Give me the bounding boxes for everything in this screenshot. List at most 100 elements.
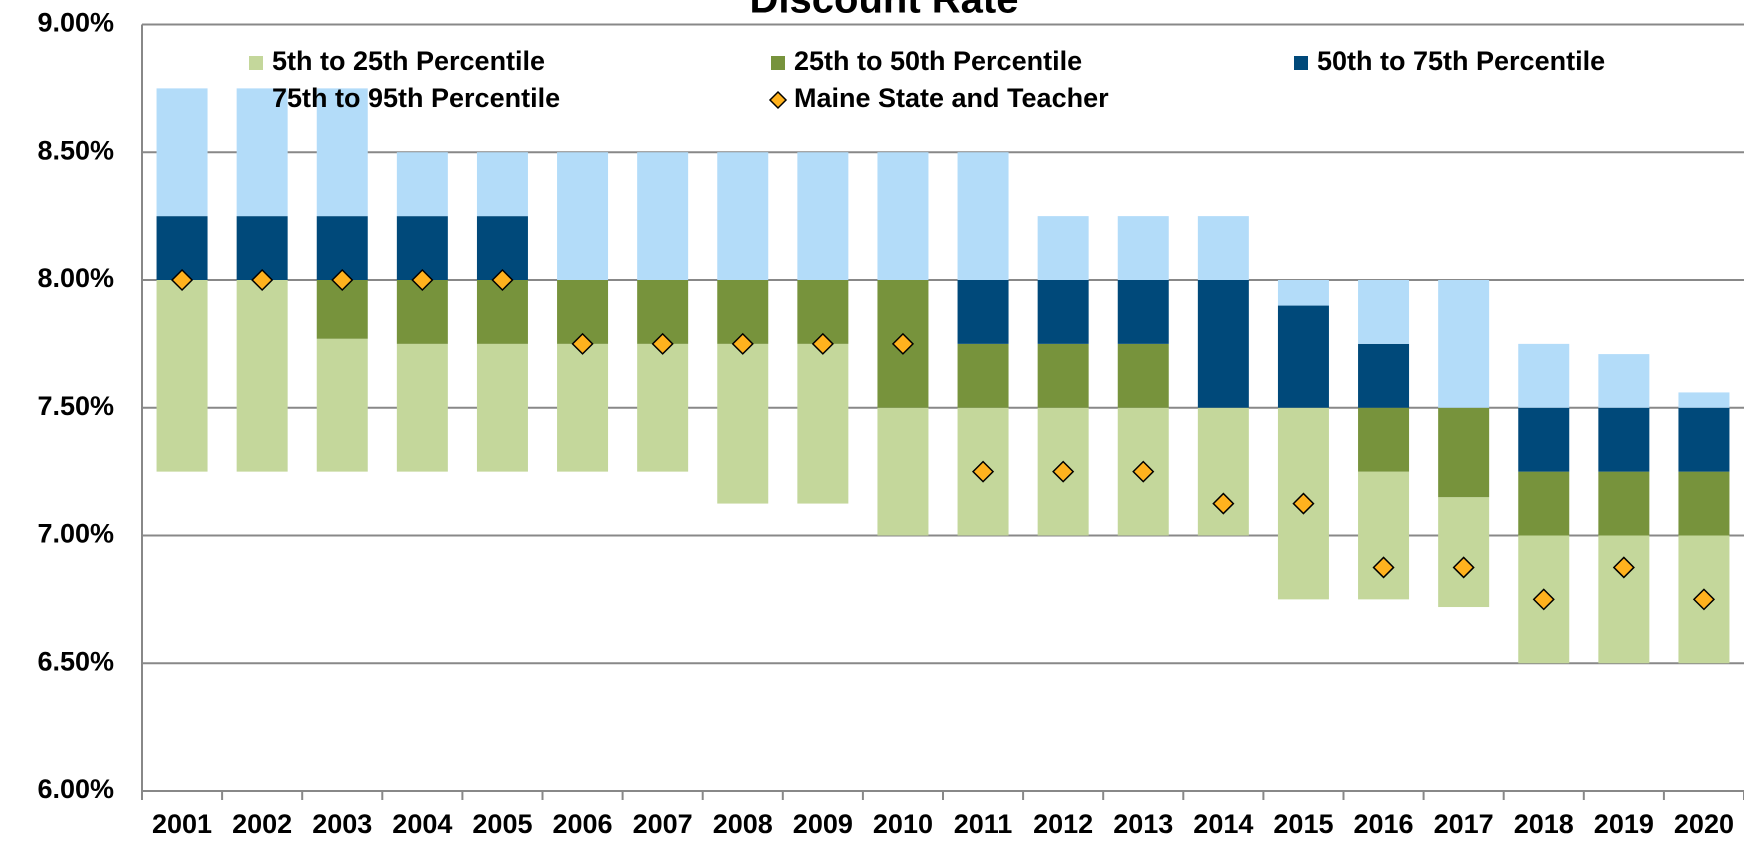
- bar-segment: [1518, 407, 1570, 472]
- bar-segment: [236, 88, 288, 217]
- bar-segment: [316, 88, 368, 217]
- bar-segment: [717, 343, 769, 504]
- marker: [411, 268, 434, 292]
- bar-segment: [877, 152, 929, 280]
- bar-segment: [396, 152, 448, 217]
- x-tick-label: 2004: [392, 809, 452, 839]
- x-tick-label: 2005: [472, 809, 532, 839]
- marker: [731, 332, 754, 355]
- marker: [491, 268, 514, 292]
- bar-segment: [717, 152, 769, 280]
- bar-segment: [316, 338, 368, 472]
- x-tick-label: 2018: [1514, 809, 1574, 839]
- bar-segment: [1438, 280, 1490, 408]
- bar-segment: [1197, 407, 1249, 536]
- x-tick-label: 2001: [152, 809, 212, 839]
- marker: [170, 268, 194, 292]
- bar-segment: [1598, 535, 1650, 664]
- bar-segment: [1438, 497, 1490, 608]
- legend-swatch: [1294, 56, 1308, 70]
- x-tick-label: 2002: [232, 809, 292, 839]
- bar-segment: [797, 152, 849, 280]
- bar-segment: [396, 343, 448, 472]
- bar-segment: [1518, 471, 1570, 536]
- x-tick-label: 2010: [873, 809, 933, 839]
- bar-segment: [156, 88, 208, 217]
- bar-segment: [1678, 407, 1730, 472]
- marker: [1452, 556, 1475, 579]
- bar-segment: [1197, 280, 1249, 408]
- bar-segment: [1117, 216, 1169, 280]
- legend-label: Maine State and Teacher: [794, 83, 1109, 113]
- x-tick-label: 2016: [1354, 809, 1414, 839]
- bar-segment: [1197, 216, 1249, 280]
- bar-segment: [1438, 407, 1490, 498]
- marker: [971, 460, 995, 483]
- marker: [1212, 492, 1235, 515]
- y-tick-label: 9.00%: [37, 8, 114, 38]
- x-tick-label: 2008: [713, 809, 773, 839]
- bar-segment: [957, 152, 1009, 280]
- x-tick-label: 2017: [1434, 809, 1494, 839]
- legend-swatch: [249, 56, 263, 70]
- y-tick-label: 6.00%: [37, 774, 114, 804]
- x-tick-label: 2012: [1033, 809, 1093, 839]
- bar-segment: [957, 280, 1009, 344]
- bar-segment: [637, 152, 689, 280]
- marker: [1292, 492, 1315, 515]
- bar-segment: [1678, 392, 1730, 408]
- bar-segment: [1358, 407, 1410, 472]
- bar-segment: [1598, 471, 1650, 536]
- bar-segment: [1358, 343, 1410, 408]
- bar-segment: [1678, 471, 1730, 536]
- x-tick-label: 2019: [1594, 809, 1654, 839]
- marker: [1052, 460, 1075, 483]
- bar-segment: [877, 407, 929, 536]
- y-tick-label: 8.00%: [37, 263, 114, 293]
- x-tick-label: 2020: [1674, 809, 1734, 839]
- marker: [1132, 460, 1155, 483]
- x-tick-label: 2013: [1113, 809, 1173, 839]
- bar-segment: [1358, 471, 1410, 600]
- y-tick-label: 8.50%: [37, 135, 114, 165]
- bar-segment: [1037, 216, 1089, 280]
- x-tick-label: 2011: [954, 809, 1013, 839]
- legend-label: 5th to 25th Percentile: [272, 46, 545, 76]
- bar-segment: [1037, 343, 1089, 408]
- chart-title: Discount Rate: [750, 0, 1019, 22]
- marker: [811, 332, 834, 355]
- bar-segment: [557, 343, 609, 472]
- x-tick-label: 2003: [312, 809, 372, 839]
- bar-segment: [1598, 354, 1650, 408]
- marker: [891, 332, 915, 355]
- marker: [331, 268, 354, 292]
- bar-segment: [476, 343, 528, 472]
- bar-segment: [1037, 280, 1089, 344]
- legend-label: 25th to 50th Percentile: [794, 46, 1082, 76]
- x-tick-label: 2014: [1193, 809, 1253, 839]
- y-tick-label: 7.00%: [37, 519, 114, 549]
- bar-segment: [236, 280, 288, 472]
- marker: [1372, 556, 1395, 579]
- legend-marker: [768, 90, 788, 110]
- legend-label: 75th to 95th Percentile: [272, 83, 560, 113]
- bar-segment: [957, 343, 1009, 408]
- marker: [1612, 556, 1635, 579]
- bar-segment: [1117, 343, 1169, 408]
- bar-segment: [797, 343, 849, 504]
- bar-segment: [1277, 280, 1329, 306]
- marker: [651, 332, 674, 355]
- bar-segment: [1518, 343, 1570, 408]
- bar-segment: [1358, 280, 1410, 344]
- marker: [1692, 588, 1716, 611]
- bar-segment: [476, 152, 528, 217]
- bar-segment: [1277, 305, 1329, 408]
- bar-segment: [1117, 280, 1169, 344]
- y-tick-label: 6.50%: [37, 646, 114, 676]
- y-tick-label: 7.50%: [37, 391, 114, 421]
- x-tick-label: 2006: [553, 809, 613, 839]
- x-tick-label: 2009: [793, 809, 853, 839]
- marker: [571, 332, 594, 355]
- bar-segment: [637, 343, 689, 472]
